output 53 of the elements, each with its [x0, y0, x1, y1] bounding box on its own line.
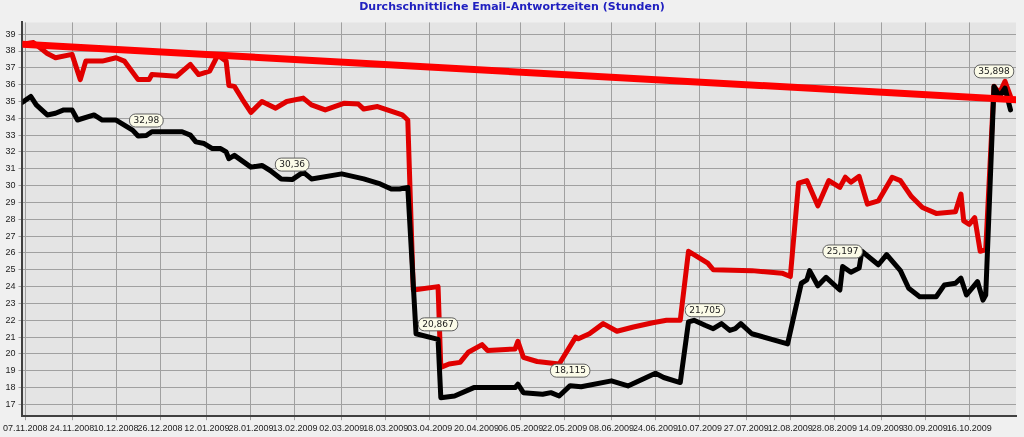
y-tick-label: 34 [5, 112, 16, 123]
x-tick-label: 12.08.2009 [767, 423, 813, 434]
x-tick-label: 28.08.2009 [811, 423, 857, 434]
y-tick-label: 37 [5, 62, 16, 73]
x-tick-label: 26.12.2008 [137, 423, 183, 434]
x-tick-label: 30.09.2009 [902, 423, 948, 434]
y-tick-label: 38 [5, 45, 16, 56]
y-tick-label: 17 [5, 398, 16, 409]
y-tick-label: 26 [5, 247, 16, 258]
x-tick-label: 13.02.2009 [272, 423, 318, 434]
x-tick-label: 24.11.2008 [49, 423, 95, 434]
y-tick-label: 29 [5, 196, 16, 207]
y-tick-label: 22 [5, 314, 16, 325]
x-tick-label: 28.01.2009 [228, 423, 274, 434]
x-tick-label: 10.07.2009 [676, 423, 723, 434]
x-tick-label: 03.04.2009 [407, 423, 453, 434]
y-tick-label: 32 [5, 146, 16, 157]
chart-title: Durchschnittliche Email-Antwortzeiten (Stunden) [358, 0, 666, 14]
y-tick-label: 35 [5, 95, 16, 106]
annotation: 21,705 [689, 305, 721, 316]
x-tick-label: 08.06.2009 [588, 423, 634, 434]
y-tick-label: 21 [5, 331, 16, 342]
annotation: 18,115 [554, 365, 586, 376]
annotation: 35,898 [978, 66, 1010, 77]
y-tick-label: 20 [5, 348, 16, 359]
y-tick-label: 39 [5, 28, 16, 39]
x-tick-label: 14.09.2009 [858, 423, 904, 434]
y-tick-label: 23 [5, 297, 16, 308]
x-tick-label: 22.05.2009 [542, 423, 588, 434]
y-tick-label: 19 [5, 365, 16, 376]
y-tick-label: 25 [5, 264, 16, 275]
x-tick-label: 06.05.2009 [498, 423, 544, 434]
annotation: 25,197 [826, 246, 859, 257]
annotation: 32,98 [133, 115, 160, 126]
x-tick-label: 10.12.2008 [93, 423, 139, 434]
x-tick-label: 07.11.2008 [3, 423, 48, 434]
y-tick-label: 36 [5, 79, 16, 90]
x-tick-label: 20.04.2009 [454, 423, 500, 434]
y-tick-label: 28 [5, 213, 16, 224]
annotation: 30,36 [279, 159, 306, 170]
x-tick-label: 18.03.2009 [363, 423, 409, 434]
x-tick-label: 16.10.2009 [946, 423, 992, 434]
y-tick-label: 33 [5, 129, 16, 140]
x-tick-label: 27.07.2009 [723, 423, 769, 434]
x-tick-label: 24.06.2009 [632, 423, 678, 434]
annotation: 20,867 [422, 319, 454, 330]
y-tick-label: 18 [5, 382, 16, 393]
x-tick-label: 12.01.2009 [184, 423, 230, 434]
y-tick-label: 31 [5, 163, 16, 174]
x-tick-label: 02.03.2009 [319, 423, 365, 434]
y-tick-label: 27 [5, 230, 16, 241]
y-tick-label: 30 [5, 180, 16, 191]
y-tick-label: 24 [5, 281, 16, 292]
